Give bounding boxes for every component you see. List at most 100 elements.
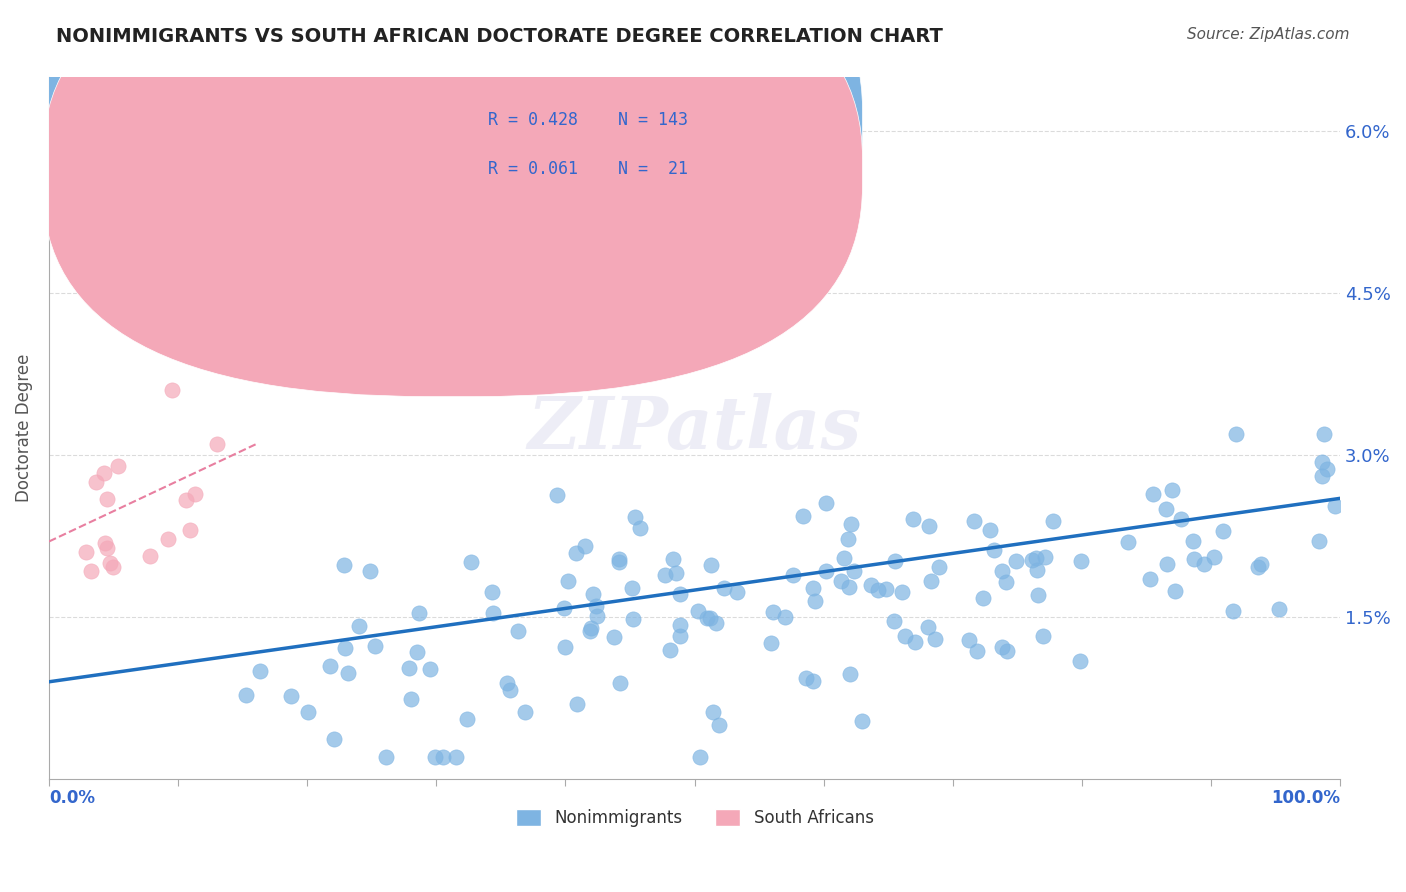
Point: [460, 555, 482, 569]
Point: [1139, 573, 1161, 587]
Point: [838, 667, 860, 681]
Point: [364, 639, 387, 653]
Point: [103, 560, 125, 574]
Point: [1069, 654, 1091, 668]
Point: [838, 580, 860, 594]
Point: [875, 582, 897, 597]
Point: [515, 706, 537, 720]
Point: [702, 705, 724, 719]
Point: [983, 543, 1005, 558]
Point: [585, 599, 607, 614]
Point: [98, 556, 121, 570]
Point: [689, 750, 711, 764]
Point: [179, 523, 201, 537]
Point: [696, 611, 718, 625]
Point: [1313, 426, 1336, 441]
Point: [699, 558, 721, 573]
Point: [406, 645, 429, 659]
FancyBboxPatch shape: [42, 0, 862, 397]
Point: [725, 584, 748, 599]
Point: [425, 750, 447, 764]
Point: [323, 731, 346, 746]
Point: [1310, 455, 1333, 469]
Point: [546, 488, 568, 502]
Point: [668, 629, 690, 643]
Point: [707, 718, 730, 732]
Point: [893, 629, 915, 643]
Point: [991, 564, 1014, 578]
Point: [408, 606, 430, 620]
Point: [579, 621, 602, 635]
Point: [620, 582, 643, 596]
Point: [1182, 533, 1205, 548]
Point: [506, 624, 529, 639]
Point: [1005, 554, 1028, 568]
Point: [1308, 534, 1330, 549]
Point: [80, 564, 103, 578]
FancyBboxPatch shape: [42, 0, 862, 348]
Point: [917, 620, 939, 634]
Point: [557, 574, 579, 588]
Point: [1212, 524, 1234, 539]
Point: [866, 583, 889, 598]
Point: [579, 624, 602, 639]
Point: [815, 564, 838, 578]
Point: [883, 614, 905, 628]
Point: [1156, 558, 1178, 572]
Point: [920, 574, 942, 588]
Point: [830, 574, 852, 588]
Point: [419, 662, 441, 676]
Point: [432, 750, 454, 764]
Point: [359, 564, 381, 578]
Point: [972, 591, 994, 605]
Point: [859, 578, 882, 592]
Point: [1225, 426, 1247, 441]
Point: [283, 329, 305, 343]
Point: [966, 644, 988, 658]
Point: [603, 630, 626, 644]
Point: [93, 466, 115, 480]
Point: [669, 617, 692, 632]
Point: [96, 492, 118, 507]
Point: [482, 607, 505, 621]
Point: [1324, 499, 1347, 513]
Point: [149, 265, 172, 279]
Point: [1170, 512, 1192, 526]
Point: [1182, 552, 1205, 566]
Point: [205, 437, 228, 451]
Point: [963, 514, 986, 528]
Point: [249, 665, 271, 679]
Point: [713, 582, 735, 596]
Point: [1310, 468, 1333, 483]
Point: [804, 594, 827, 608]
Point: [792, 508, 814, 523]
Point: [347, 619, 370, 633]
Point: [624, 510, 647, 524]
Point: [481, 584, 503, 599]
Point: [995, 574, 1018, 589]
Point: [1042, 514, 1064, 528]
Point: [924, 632, 946, 646]
Point: [398, 661, 420, 675]
Point: [496, 676, 519, 690]
Point: [704, 615, 727, 630]
Point: [1192, 557, 1215, 571]
Point: [842, 564, 865, 578]
Point: [1118, 534, 1140, 549]
Point: [176, 493, 198, 508]
Point: [904, 635, 927, 649]
Point: [107, 458, 129, 473]
Point: [658, 643, 681, 657]
Point: [297, 705, 319, 719]
Point: [928, 560, 950, 574]
Point: [837, 532, 859, 546]
Point: [839, 516, 862, 531]
Point: [851, 714, 873, 728]
Point: [957, 633, 980, 648]
Point: [1222, 604, 1244, 618]
Point: [160, 384, 183, 398]
Text: R = 0.428    N = 143: R = 0.428 N = 143: [488, 111, 688, 128]
Point: [1160, 483, 1182, 497]
Point: [991, 640, 1014, 654]
Point: [699, 611, 721, 625]
